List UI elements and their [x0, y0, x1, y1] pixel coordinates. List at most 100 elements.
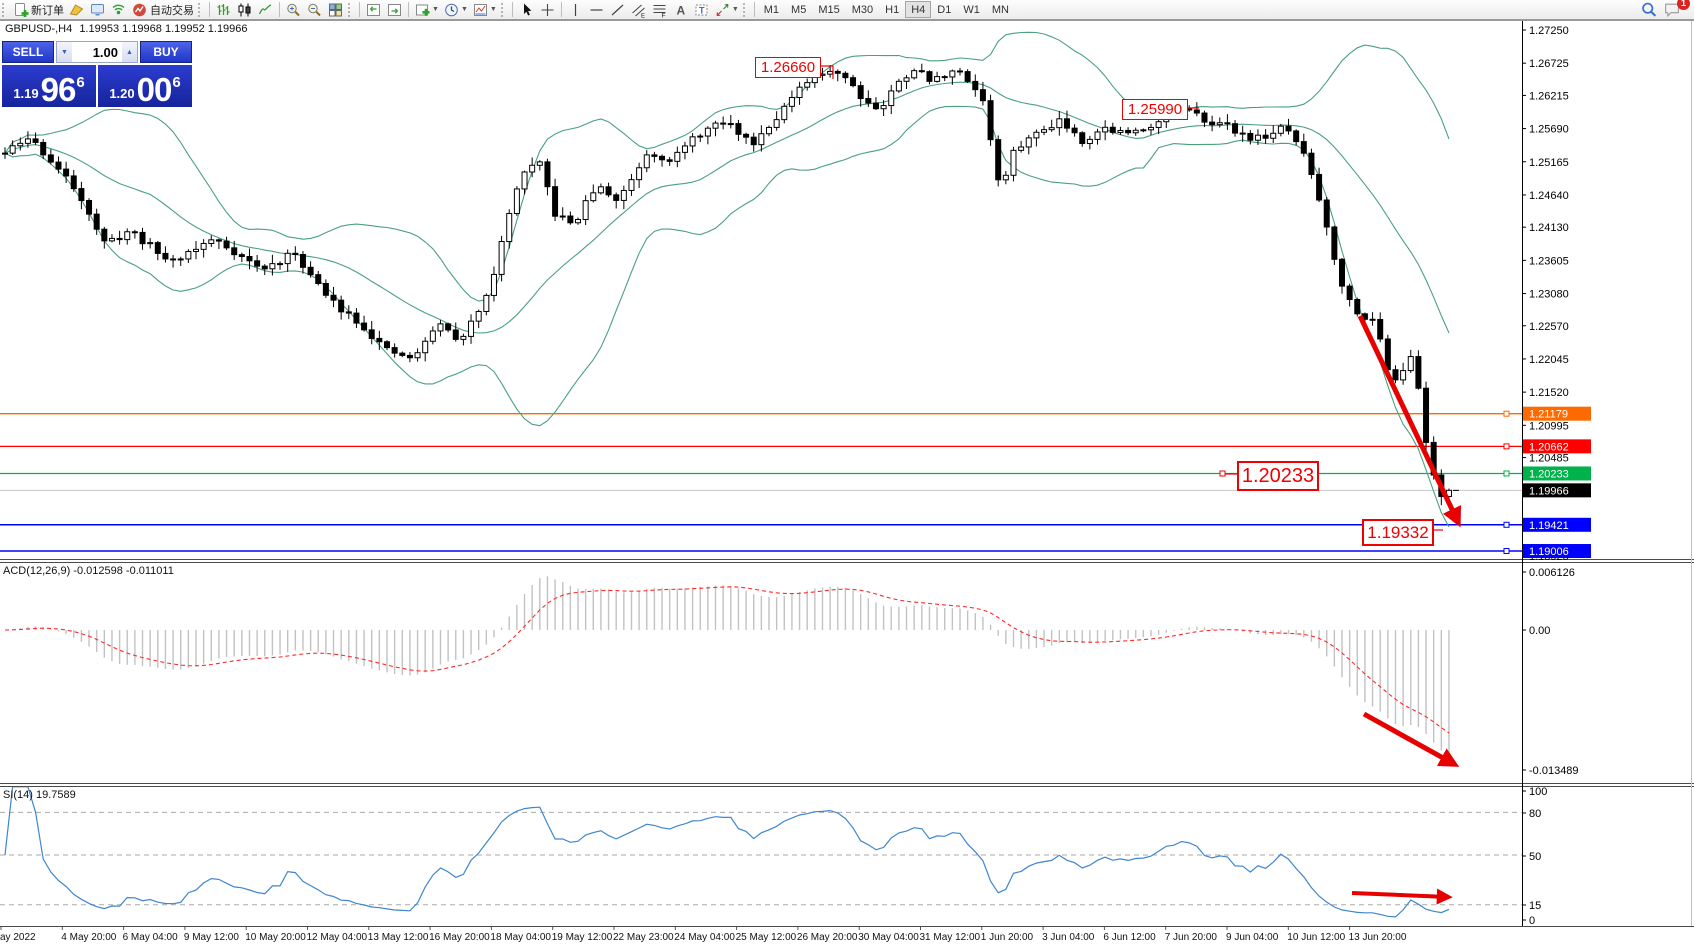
price-annotation-1.19332[interactable]: 1.19332 [1362, 519, 1434, 546]
trend-arrow-1[interactable] [1357, 314, 1462, 528]
sell-button[interactable]: SELL [2, 41, 54, 63]
candlestick-icon [238, 3, 251, 16]
time-tick-label: 1 Jun 20:00 [981, 932, 1034, 943]
cursor-icon [523, 3, 532, 15]
previous-chart-button[interactable] [363, 1, 384, 19]
toolbar-grip [198, 2, 203, 17]
text-tool-button[interactable]: A [670, 1, 691, 19]
bollinger-middle-band [4, 81, 1450, 334]
bollinger-lower-band [4, 105, 1450, 528]
price-tick-label: 1.23080 [1529, 289, 1569, 301]
channel-tool-button[interactable]: E [628, 1, 649, 19]
caret-up-icon: ▲ [126, 48, 133, 56]
price-tick-label: 1.27250 [1529, 25, 1569, 37]
trend-arrow-3[interactable] [1351, 888, 1453, 905]
period-button[interactable]: ▼ [441, 1, 470, 19]
level-handle-1.19421 [1503, 521, 1510, 528]
time-tick-label: 26 May 20:00 [797, 932, 858, 943]
toolbar-grip [500, 2, 506, 17]
highlight-tool-button[interactable] [66, 1, 87, 19]
arrows-tool-button[interactable]: ▼ [712, 1, 741, 19]
price-level-badge-1.19421 [1523, 517, 1591, 532]
timeframe-m1-button[interactable]: M1 [758, 1, 785, 18]
caret-down-icon: ▼ [731, 6, 739, 13]
candle-chart-mode-button[interactable] [234, 1, 255, 19]
market-watch-button[interactable] [87, 1, 108, 19]
caret-down-icon: ▼ [432, 6, 439, 13]
bid-price-sup: 6 [76, 74, 85, 91]
price-level-badge-1.21179 [1523, 406, 1591, 421]
timeframe-h4-button[interactable]: H4 [905, 1, 932, 18]
svg-text:T: T [699, 5, 705, 15]
caret-down-icon: ▼ [460, 6, 468, 13]
price-level-badge-1.19966 [1523, 483, 1591, 498]
macd-tick-label: -0.013489 [1529, 765, 1579, 777]
bar-chart-mode-button[interactable] [213, 1, 234, 19]
horizontal-line-tool-button[interactable] [586, 1, 607, 19]
tile-windows-button[interactable] [325, 1, 346, 19]
next-chart-button[interactable] [384, 1, 405, 19]
chart-ohlc-title: GBPUSD-,H4 1.19953 1.19968 1.19952 1.199… [5, 23, 252, 35]
timeframe-m30-button[interactable]: M30 [846, 1, 879, 18]
rsi-tick-label: 15 [1529, 900, 1541, 912]
timeframe-d1-button[interactable]: D1 [931, 1, 957, 18]
price-tick-label: 1.24130 [1529, 222, 1569, 234]
ask-price-prefix: 1.20 [109, 86, 135, 101]
price-tick-label: 1.26215 [1529, 90, 1569, 102]
new-chart-button[interactable]: ▼ [412, 1, 441, 19]
signals-button[interactable] [108, 1, 129, 19]
price-tick-label: 1.25165 [1529, 157, 1569, 169]
price-level-badge-text: 1.19006 [1529, 546, 1569, 558]
timeframe-h1-button[interactable]: H1 [879, 1, 905, 18]
fibonacci-tool-button[interactable]: F [649, 1, 670, 19]
rsi-line [4, 787, 1450, 918]
timeframe-mn-button[interactable]: MN [986, 1, 1015, 18]
bid-price[interactable]: 1.19 96 6 [2, 65, 96, 107]
svg-text:E: E [641, 13, 645, 18]
time-tick-label: 12 May 04:00 [307, 932, 368, 943]
autotrade-icon [133, 3, 146, 16]
text-label-tool-button[interactable]: T [691, 1, 712, 19]
autotrade-button[interactable]: 自动交易 [129, 1, 196, 19]
price-level-badge-text: 1.20233 [1529, 468, 1569, 480]
time-tick-label: 19 May 12:00 [552, 932, 613, 943]
buy-button[interactable]: BUY [140, 41, 192, 63]
rsi-panel [0, 787, 1522, 918]
search-button[interactable] [1638, 1, 1660, 19]
crosshair-tool-button[interactable] [537, 1, 558, 19]
time-tick-label: 9 Jun 04:00 [1226, 932, 1279, 943]
zoom-in-button[interactable] [283, 1, 304, 19]
price-annotation-1.25990[interactable]: 1.25990 [1122, 99, 1188, 120]
timeframe-w1-button[interactable]: W1 [957, 1, 986, 18]
chart-ohlc-values: 1.19953 1.19968 1.19952 1.19966 [79, 23, 248, 35]
price-tick-label: 1.24640 [1529, 190, 1569, 202]
ask-price[interactable]: 1.20 00 6 [98, 65, 192, 107]
template-icon [473, 3, 487, 16]
signal-icon [112, 4, 125, 14]
macd-indicator-label: ACD(12,26,9) -0.012598 -0.011011 [3, 565, 174, 577]
price-axis: 1.27250 1.26725 1.26215 1.25690 1.25165 1.246… [1522, 25, 1591, 927]
timeframe-m5-button[interactable]: M5 [785, 1, 812, 18]
timeframe-bar: M1 M5 M15 M30 H1 H4 D1 W1 MN [758, 1, 1015, 18]
volume-input[interactable] [72, 42, 122, 62]
price-level-badge-1.20233 [1523, 466, 1591, 481]
trend-arrow-2[interactable] [1362, 711, 1460, 767]
price-annotation-1.26660[interactable]: 1.26660 [755, 57, 821, 78]
vertical-line-tool-button[interactable] [565, 1, 586, 19]
zoom-out-button[interactable] [304, 1, 325, 19]
bar-chart-icon [217, 3, 230, 15]
price-annotation-1.20233[interactable]: 1.20233 [1237, 461, 1319, 491]
price-level-badge-text: 1.19421 [1529, 520, 1569, 532]
price-chart-canvas[interactable]: 1.27250 1.26725 1.26215 1.25690 1.25165 1.246… [0, 20, 1694, 946]
timeframe-m15-button[interactable]: M15 [812, 1, 845, 18]
trendline-tool-button[interactable] [607, 1, 628, 19]
cursor-tool-button[interactable] [516, 1, 537, 19]
line-chart-mode-button[interactable] [255, 1, 276, 19]
notification-badge[interactable]: 1 [1677, 0, 1690, 10]
template-button[interactable]: ▼ [470, 1, 499, 19]
volume-decrease-button[interactable]: ▼ [57, 42, 72, 62]
new-order-button[interactable]: 新订单 [10, 1, 66, 19]
svg-text:F: F [661, 12, 665, 18]
volume-increase-button[interactable]: ▲ [122, 42, 137, 62]
